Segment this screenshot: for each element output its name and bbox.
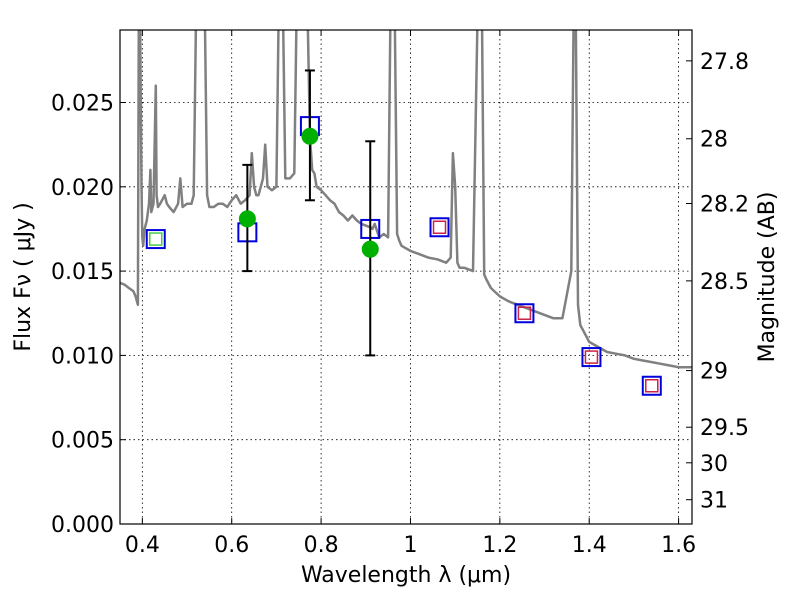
y-tick-label: 0.020 <box>51 176 114 201</box>
x-tick-label: 0.4 <box>125 533 160 558</box>
small-square-marker <box>149 232 163 246</box>
small-square-marker <box>584 350 599 364</box>
y-tick-label: 0.005 <box>51 429 114 454</box>
y-tick-label: 0.010 <box>51 344 114 369</box>
y2-tick-label: 31 <box>700 489 728 514</box>
grid <box>120 30 692 524</box>
y-axis-label: Flux Fν ( μJy ) <box>11 202 36 351</box>
plot-area <box>120 30 692 396</box>
y-axis-ticks: 0.000 0.005 0.010 0.015 0.020 0.025 <box>51 91 126 538</box>
marker-series <box>145 69 662 396</box>
small-square-marker <box>432 220 447 235</box>
band-square-marker <box>514 303 535 324</box>
x-tick-label: 1.6 <box>661 533 696 558</box>
x-axis-ticks: 0.4 0.6 0.8 1 1.2 1.4 1.6 <box>125 30 696 558</box>
y-tick-label: 0.015 <box>51 260 114 285</box>
x-tick-label: 0.6 <box>214 533 249 558</box>
small-square-marker <box>645 378 659 393</box>
x-tick-label: 1.2 <box>482 533 517 558</box>
y2-tick-label: 29.5 <box>700 416 749 441</box>
photometry-point <box>238 210 256 228</box>
plot-frame <box>119 29 693 525</box>
small-square-marker <box>517 306 532 320</box>
x-axis-label: Wavelength λ (μm) <box>301 563 511 588</box>
y2-tick-label: 28.2 <box>700 192 749 217</box>
y2-tick-label: 28 <box>700 128 728 153</box>
y2-axis-label: Magnitude (AB) <box>755 192 780 363</box>
x-tick-label: 0.8 <box>304 533 339 558</box>
y-tick-label: 0.025 <box>51 91 114 116</box>
y2-tick-label: 27.8 <box>700 50 749 75</box>
band-square-marker <box>145 229 166 250</box>
y2-tick-label: 29 <box>700 360 728 385</box>
y2-axis-ticks: 27.8 28 28.2 28.5 29 29.5 30 31 <box>686 50 749 514</box>
y2-tick-label: 30 <box>700 452 728 477</box>
photometry-point <box>301 127 319 145</box>
y2-tick-label: 28.5 <box>700 270 749 295</box>
band-square-marker <box>641 375 662 396</box>
band-square-marker <box>581 347 602 368</box>
photometry-point <box>361 240 379 258</box>
band-square-marker <box>429 217 450 238</box>
x-tick-label: 1.4 <box>572 533 607 558</box>
x-tick-label: 1 <box>403 533 417 558</box>
y-tick-label: 0.000 <box>51 513 114 538</box>
